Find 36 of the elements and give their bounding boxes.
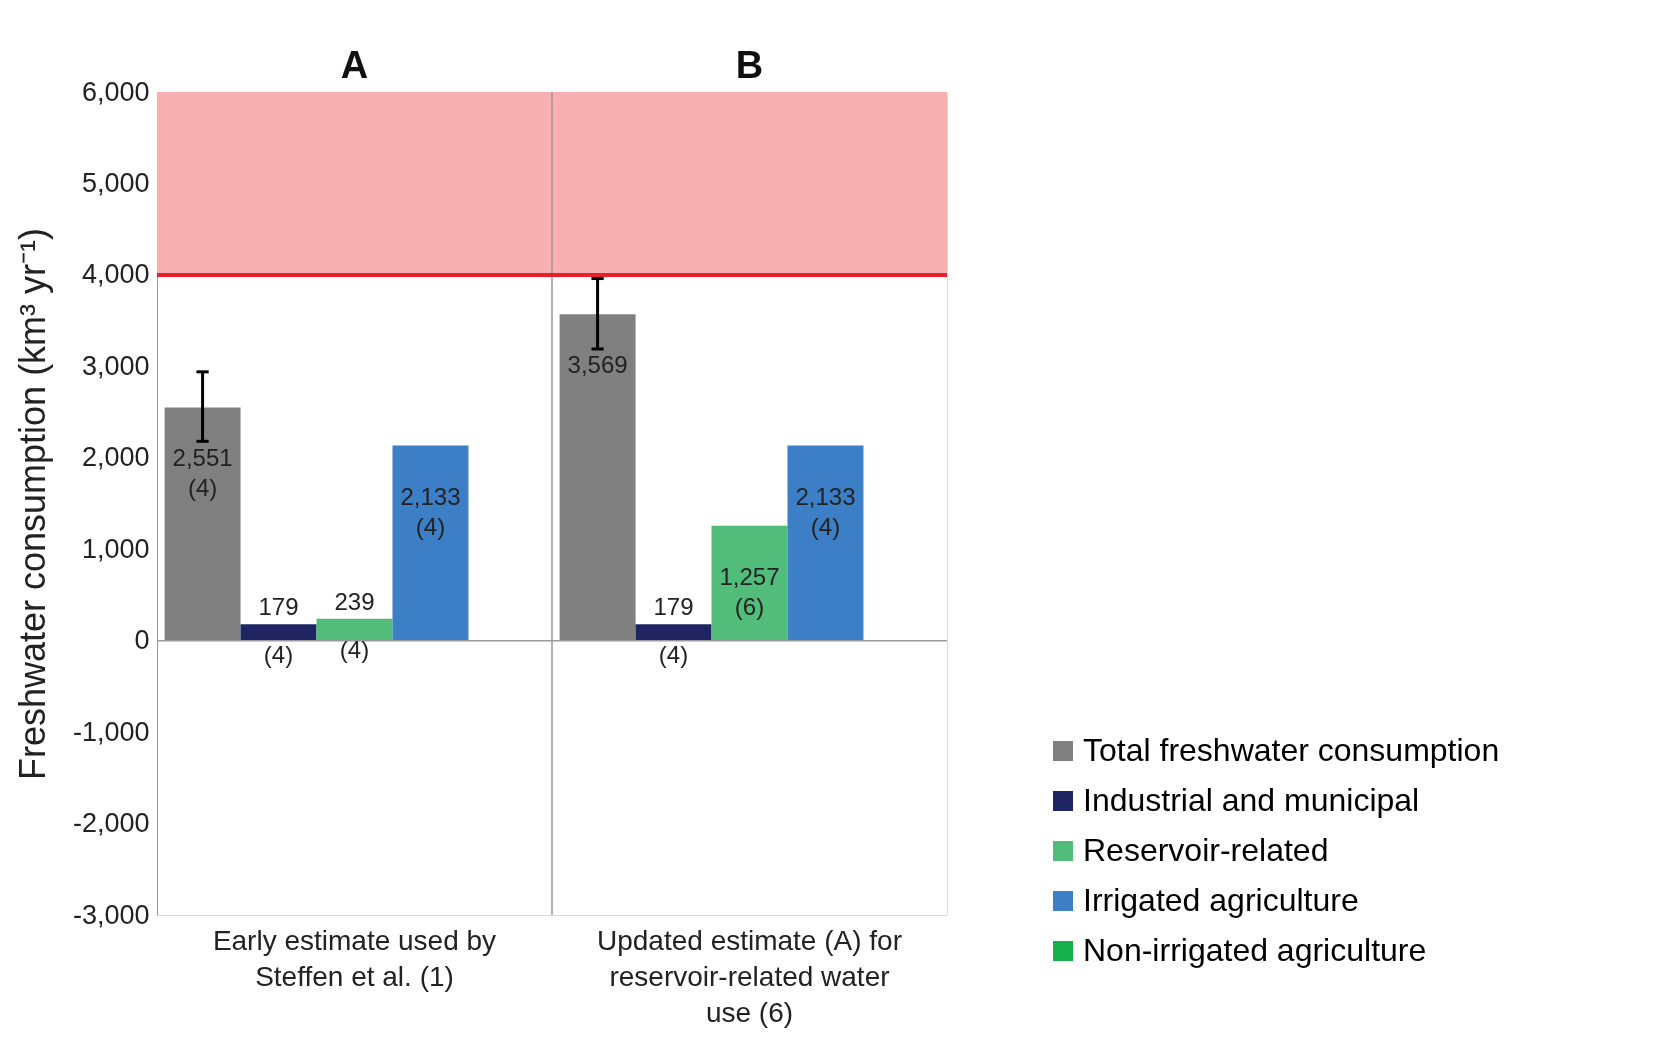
legend-label: Reservoir-related	[1083, 832, 1329, 868]
y-tick-label: 6,000	[81, 76, 150, 107]
legend-label: Irrigated agriculture	[1083, 882, 1359, 918]
legend-label: Non-irrigated agriculture	[1083, 932, 1427, 968]
bar	[392, 445, 469, 641]
y-tick-label: 0	[134, 625, 150, 656]
text: A	[340, 44, 369, 86]
data-label: 3,569	[567, 351, 628, 379]
data-label: 179 (4)	[653, 593, 694, 669]
legend-label: Industrial and municipal	[1083, 782, 1420, 818]
data-label: 2,133 (4)	[795, 482, 856, 540]
bar	[559, 314, 636, 641]
bar	[711, 525, 788, 641]
y-tick-label: -3,000	[72, 899, 150, 930]
legend-label: Total freshwater consumption	[1083, 732, 1500, 768]
y-axis-title: Freshwater consumption (km³ yr⁻¹)	[11, 227, 53, 781]
y-tick-label: 3,000	[81, 350, 150, 381]
bar	[635, 624, 712, 641]
y-tick-label: 1,000	[81, 533, 150, 564]
y-tick-label: 2,000	[81, 442, 150, 473]
y-tick-label: -1,000	[72, 716, 150, 747]
data-label: 179 (4)	[258, 593, 299, 669]
y-tick-label: 4,000	[81, 259, 150, 290]
bar	[316, 618, 393, 641]
y-tick-label: -2,000	[72, 808, 150, 839]
data-label: 2,133 (4)	[400, 482, 461, 540]
bar	[787, 445, 864, 641]
bar	[164, 407, 241, 641]
data-label: 239 (4)	[334, 587, 375, 663]
x-tick-label: Updated estimate (A) for reservoir-related water use (6)	[596, 924, 903, 1028]
x-tick-label: Early estimate used by Steffen et al. (1)	[212, 924, 497, 992]
data-label: 1,257 (6)	[719, 562, 780, 620]
y-tick-label: 5,000	[81, 167, 150, 198]
bar	[240, 624, 317, 641]
data-label: 2,551 (4)	[172, 444, 233, 502]
text: B	[735, 44, 764, 86]
